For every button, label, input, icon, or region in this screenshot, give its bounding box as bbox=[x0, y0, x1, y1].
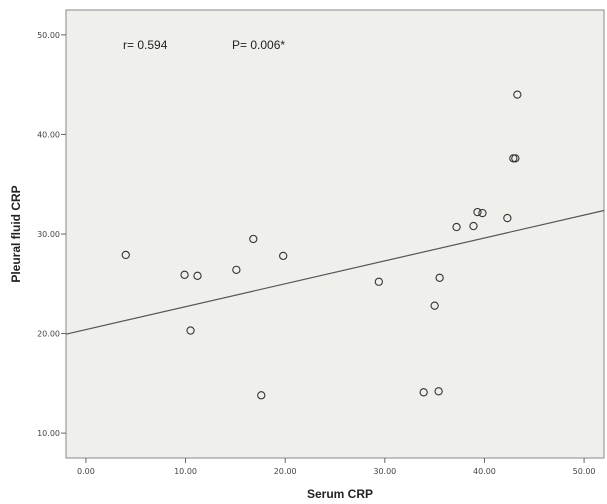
data-point bbox=[478, 208, 487, 218]
data-point bbox=[469, 221, 478, 231]
y-tick-label: 50.00 bbox=[37, 31, 60, 40]
y-tick-label: 40.00 bbox=[37, 130, 60, 139]
y-tick-label: 30.00 bbox=[37, 230, 60, 239]
plot-area bbox=[65, 9, 605, 459]
data-point bbox=[419, 388, 428, 397]
x-tick-label: 0.00 bbox=[77, 467, 95, 476]
y-tick-label: 20.00 bbox=[37, 330, 60, 339]
x-tick-label: 10.00 bbox=[174, 467, 197, 476]
data-point bbox=[434, 387, 443, 396]
data-point bbox=[279, 251, 288, 261]
y-tick-label: 10.00 bbox=[37, 429, 60, 438]
x-axis-label: Serum CRP bbox=[307, 487, 373, 501]
x-axis-ticks: 0.00 10.00 20.00 30.00 40.00 50.00 bbox=[77, 458, 596, 476]
x-tick-label: 50.00 bbox=[573, 467, 596, 476]
correlation-annotation: r= 0.594 bbox=[123, 38, 168, 52]
data-point bbox=[180, 270, 189, 279]
data-points bbox=[121, 90, 522, 400]
data-point bbox=[430, 301, 439, 310]
data-point bbox=[121, 250, 130, 260]
data-point bbox=[452, 222, 461, 232]
data-point bbox=[193, 271, 202, 280]
data-point bbox=[374, 277, 383, 286]
data-point bbox=[186, 326, 195, 335]
y-axis-ticks: 10.00 20.00 30.00 40.00 50.00 bbox=[37, 31, 66, 438]
data-point bbox=[232, 265, 241, 274]
data-point bbox=[257, 391, 266, 400]
data-point bbox=[503, 213, 512, 223]
y-axis-label: Pleural fluid CRP bbox=[9, 185, 23, 282]
x-tick-label: 40.00 bbox=[473, 467, 496, 476]
p-value-annotation: P= 0.006* bbox=[232, 38, 285, 52]
data-point bbox=[511, 154, 520, 163]
x-tick-label: 30.00 bbox=[373, 467, 396, 476]
data-point bbox=[513, 90, 522, 99]
data-point bbox=[249, 234, 258, 244]
regression-line bbox=[65, 209, 605, 335]
data-point bbox=[435, 273, 444, 282]
data-point bbox=[473, 207, 482, 217]
x-tick-label: 20.00 bbox=[274, 467, 297, 476]
